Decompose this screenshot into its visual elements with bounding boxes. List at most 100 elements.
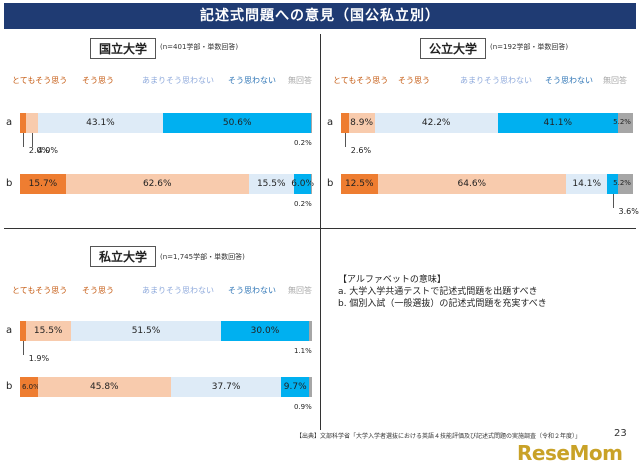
panel2-label-b-somewhat-disagree: 14.1% [572, 179, 601, 189]
panel2-bar-b-disagree [607, 174, 618, 194]
panel1-label-b-agree: 62.6% [142, 179, 172, 189]
panel1-row-label-a: a [6, 117, 13, 128]
panel2-label-a-very-agree: 2.6% [350, 146, 372, 155]
panel3-bar-a-very-agree [20, 321, 26, 341]
panel1-legend-disagree: そう思わない [228, 76, 276, 85]
panel2-bar-a: 8.9% 42.2% 41.1% 5.2% [341, 113, 633, 133]
panel3-bar-a-disagree: 30.0% [221, 321, 309, 341]
panel3-row-label-b: b [6, 381, 13, 392]
panel3-bar-b-very-agree: 6.0% [20, 377, 40, 397]
panel3-legend-very-agree: とてもそう思う [12, 286, 68, 295]
panel1-bar-b-agree: 62.6% [65, 174, 249, 194]
panel3-label-b-no-answer: 0.9% [294, 403, 312, 411]
page-number: 23 [614, 428, 627, 439]
panel2-label-b-no-answer: 5.2% [613, 179, 631, 187]
panel1-label-a-somewhat-disagree: 43.1% [86, 118, 115, 128]
panel3-label-b-agree: 45.8% [90, 382, 119, 392]
panel3-label-a-very-agree: 1.9% [28, 354, 50, 363]
page-title: 記述式問題への意見（国公私立別） [4, 3, 636, 29]
panel3-legend-no-answer: 無回答 [288, 286, 312, 295]
panel2-leader-a-very-agree [344, 133, 346, 147]
panel3-leader-a-very-agree [22, 341, 24, 355]
panel1-bar-a-very-agree [20, 113, 26, 133]
panel3-bar-a-somewhat-disagree: 51.5% [70, 321, 222, 341]
panel3-bar-b-disagree: 9.7% [281, 377, 310, 397]
panel1-bar-b-no-answer [311, 174, 312, 194]
panel2-label-b-very-agree: 12.5% [344, 179, 374, 189]
panel3-bar-a-agree: 15.5% [25, 321, 71, 341]
panel2-label-b-agree: 64.6% [457, 179, 487, 189]
panel1-label-b-very-agree: 15.7% [28, 179, 58, 189]
panel1-bar-a-agree [25, 113, 38, 133]
panel1-label-b-no-answer: 0.2% [294, 200, 312, 208]
notes-a: a. 大学入学共通テストで記述式問題を出題すべき [338, 287, 538, 297]
panel1-sample-note: (n=401学部・単数回答) [160, 43, 239, 51]
panel1-bar-b-disagree: 6.0% [291, 174, 315, 194]
panel3-legend-agree: そう思う [82, 286, 114, 295]
panel2-title: 公立大学 [420, 38, 487, 59]
panel2-label-a-somewhat-disagree: 42.2% [421, 118, 451, 128]
panel1-legend-very-agree: とてもそう思う [12, 76, 68, 85]
panel2-legend-agree: そう思う [398, 76, 430, 85]
panel2-bar-a-somewhat-disagree: 42.2% [374, 113, 498, 133]
panel2-bar-b: 12.5% 64.6% 14.1% 5.2% [341, 174, 633, 194]
panel1-legend-agree: そう思う [82, 76, 114, 85]
panel1-label-a-very-agree: 2.0% [28, 146, 50, 155]
panel2-bar-a-disagree: 41.1% [497, 113, 618, 133]
panel2-bar-b-very-agree: 12.5% [341, 174, 378, 194]
watermark-part-a: Rese [517, 441, 570, 465]
panel1-label-a-no-answer: 0.2% [294, 139, 312, 147]
panel2-legend-somewhat-disagree: あまりそう思わない [460, 76, 532, 85]
panel1-leader-a-agree [31, 133, 33, 147]
vertical-divider [320, 34, 321, 430]
panel2-label-b-disagree: 3.6% [618, 207, 639, 216]
panel1-label-a-agree: 4.0% [37, 146, 58, 155]
panel2-bar-a-no-answer: 5.2% [613, 113, 633, 133]
panel2-legend-very-agree: とてもそう思う [333, 76, 389, 85]
panel2-sample-note: (n=192学部・単数回答) [490, 43, 569, 51]
panel3-label-b-very-agree: 6.0% [22, 383, 40, 391]
panel2-legend-disagree: そう思わない [545, 76, 593, 85]
panel3-legend-disagree: そう思わない [228, 286, 276, 295]
panel3-bar-a: 15.5% 51.5% 30.0% [20, 321, 312, 341]
panel1-label-a-disagree: 50.6% [222, 118, 252, 128]
panel1-label-b-somewhat-disagree: 15.5% [256, 179, 286, 189]
notes-heading: 【アルファベットの意味】 [338, 275, 446, 285]
panel3-bar-b-agree: 45.8% [37, 377, 172, 397]
panel2-bar-b-no-answer: 5.2% [613, 174, 633, 194]
notes-b: b. 個別入試（一般選抜）の記述式問題を充実すべき [338, 299, 547, 309]
panel1-bar-a: 43.1% 50.6% [20, 113, 312, 133]
panel3-bar-b: 6.0% 45.8% 37.7% 9.7% [20, 377, 312, 397]
panel1-bar-b-very-agree: 15.7% [20, 174, 66, 194]
panel3-bar-b-somewhat-disagree: 37.7% [171, 377, 282, 397]
panel1-legend-somewhat-disagree: あまりそう思わない [142, 76, 214, 85]
watermark-part-b: Mom [569, 441, 623, 465]
panel1-legend-no-answer: 無回答 [288, 76, 312, 85]
panel2-bar-b-agree: 64.6% [377, 174, 567, 194]
source-citation: 【出典】文部科学省「大学入学者選抜における英語４技能評価及び記述式問題の実施調査… [296, 433, 582, 440]
panel2-bar-a-agree: 8.9% [348, 113, 375, 133]
legend-notes: 【アルファベットの意味】 a. 大学入学共通テストで記述式問題を出題すべき b.… [338, 274, 547, 310]
panel1-label-b-disagree: 6.0% [291, 179, 315, 189]
panel3-label-a-no-answer: 1.1% [294, 347, 312, 355]
panel3-row-label-a: a [6, 325, 13, 336]
panel1-row-label-b: b [6, 178, 13, 189]
panel1-bar-a-disagree: 50.6% [163, 113, 312, 133]
panel2-row-label-a: a [327, 117, 334, 128]
panel2-label-a-agree: 8.9% [350, 118, 373, 128]
panel2-leader-b-disagree [612, 194, 614, 208]
panel1-leader-a-very-agree [22, 133, 24, 147]
panel2-label-a-disagree: 41.1% [543, 118, 573, 128]
panel1-title: 国立大学 [90, 38, 157, 59]
panel1-bar-b: 15.7% 62.6% 15.5% 6.0% [20, 174, 315, 194]
horizontal-divider [4, 228, 636, 229]
panel2-bar-b-somewhat-disagree: 14.1% [566, 174, 608, 194]
panel2-row-label-b: b [327, 178, 334, 189]
panel3-legend-somewhat-disagree: あまりそう思わない [142, 286, 214, 295]
watermark-logo: ReseMom [517, 441, 623, 465]
panel2-bar-a-very-agree [341, 113, 349, 133]
panel3-label-b-somewhat-disagree: 37.7% [211, 382, 241, 392]
panel3-label-b-disagree: 9.7% [283, 382, 307, 392]
panel3-label-a-agree: 15.5% [33, 326, 63, 336]
panel1-bar-a-somewhat-disagree: 43.1% [37, 113, 164, 133]
